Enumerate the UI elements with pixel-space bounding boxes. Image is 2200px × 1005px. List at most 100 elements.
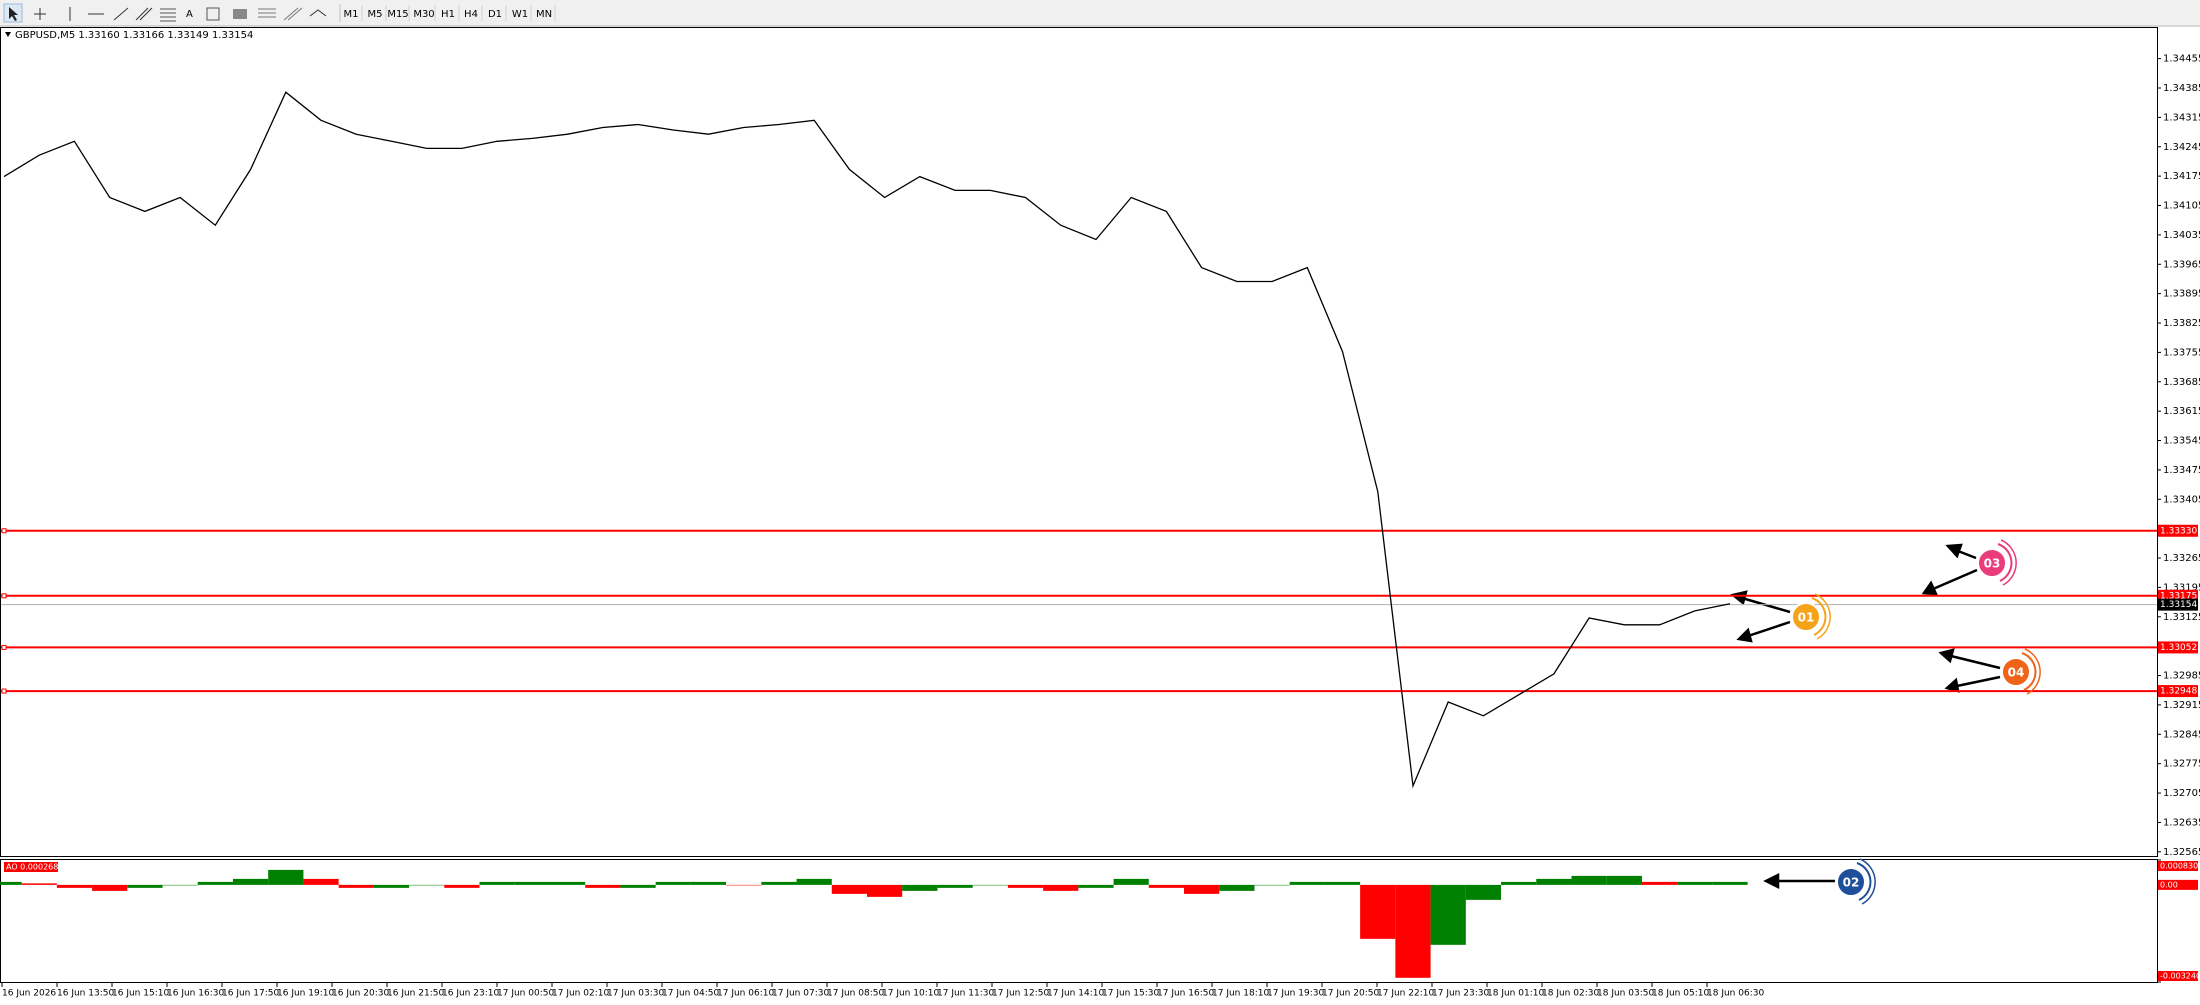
arrow-head: [1921, 580, 1939, 596]
crosshair-tool[interactable]: [34, 8, 46, 20]
text-tool[interactable]: A: [186, 9, 193, 20]
x-tick-label: 17 Jun 18:10: [1212, 989, 1269, 999]
timeframe-button[interactable]: M15: [387, 9, 408, 20]
ao-bar: [1465, 884, 1502, 900]
x-tick-label: 17 Jun 11:30: [937, 989, 994, 999]
ao-bar: [1360, 884, 1396, 939]
badge: [1791, 602, 1821, 632]
ao-bar: [373, 884, 410, 888]
pitchfork-tool[interactable]: [283, 7, 303, 21]
timeframe-button[interactable]: M1: [344, 9, 359, 20]
arrow-head: [1945, 543, 1963, 559]
channel-tool[interactable]: [135, 7, 153, 21]
arrow-head: [1938, 648, 1955, 664]
ao-bar: [197, 881, 233, 885]
badge-ring: [1811, 597, 1827, 636]
x-tick-label: 16 Jun 19:10: [277, 989, 334, 999]
x-tick-label: 17 Jun 00:50: [497, 989, 554, 999]
ao-bar: [726, 884, 762, 886]
symbol-info: GBPUSD,M5 1.33160 1.33166 1.33149 1.3315…: [15, 30, 253, 41]
x-tick-label: 17 Jun 12:50: [992, 989, 1049, 999]
badge-ring: [2021, 652, 2037, 691]
y-tick-label: 1.34105: [2163, 201, 2200, 212]
ao-bar: [268, 869, 304, 885]
y-tick-label: 0.00: [2160, 880, 2178, 889]
y-tick-label: 0.000830: [2160, 862, 2198, 871]
x-tick-label: 17 Jun 06:10: [717, 989, 774, 999]
badge-ring: [1997, 543, 2013, 582]
y-tick-label: 1.32915: [2163, 700, 2200, 711]
level-label: 1.33175: [2160, 591, 2197, 601]
timeframe-button[interactable]: W1: [512, 9, 528, 20]
badge-ring: [1859, 858, 1876, 905]
timeframe-button[interactable]: M30: [413, 9, 434, 20]
badge-label: 01: [1798, 611, 1815, 625]
ao-bar: [1043, 884, 1079, 891]
ao-bar: [1501, 881, 1537, 885]
indicator-label: AO 0.000268: [6, 863, 58, 872]
ao-bar: [92, 884, 128, 891]
timeframe-button[interactable]: D1: [488, 9, 502, 20]
bid-label: 1.33154: [2160, 600, 2197, 610]
ao-bar: [1148, 884, 1185, 888]
gann-tool[interactable]: [258, 8, 276, 18]
indicator-frame: [0, 859, 2158, 983]
x-tick-label: 18 Jun 02:30: [1542, 989, 1599, 999]
arrow-head: [1944, 677, 1960, 693]
y-tick-label: 1.33265: [2163, 553, 2200, 564]
ao-bar: [479, 881, 515, 885]
trendline-tool[interactable]: [113, 7, 129, 21]
x-tick-label: 17 Jun 16:50: [1157, 989, 1214, 999]
collapse-icon[interactable]: [5, 32, 11, 37]
y-tick-label: 1.33475: [2163, 465, 2200, 476]
chart-layer: M1 M5 M15 M30 H1 H4 D1 W1 MN 1.34455 1.34385 1.3431…: [0, 5, 2200, 999]
price-line: [3, 91, 1731, 789]
timeframe-button[interactable]: M5: [368, 9, 383, 20]
ao-bar: [972, 884, 1008, 886]
ao-bar: [937, 884, 973, 888]
y-tick-label: 1.33125: [2163, 612, 2200, 623]
timeframe-button[interactable]: H4: [464, 9, 478, 20]
x-tick-label: 16 Jun 15:10: [112, 989, 169, 999]
y-tick-label: 1.33685: [2163, 377, 2200, 388]
x-tick-label: 16 Jun 17:50: [222, 989, 279, 999]
x-tick-label: 16 Jun 23:10: [442, 989, 499, 999]
ao-bar: [1078, 884, 1114, 888]
timeframe-button[interactable]: MN: [536, 9, 552, 20]
main-chart-frame: [0, 27, 2158, 857]
rectangle-tool[interactable]: [233, 9, 247, 19]
x-tick-label: 17 Jun 02:10: [552, 989, 609, 999]
badge-ring: [1856, 862, 1872, 901]
fibo-tool[interactable]: [160, 8, 176, 22]
shapes-tool[interactable]: [309, 9, 327, 17]
y-tick-label: 1.33615: [2163, 406, 2200, 417]
ao-bar: [56, 884, 93, 888]
y-tick-label: 1.34315: [2163, 112, 2200, 123]
y-tick-label: 1.32845: [2163, 729, 2200, 740]
ao-bar: [232, 878, 269, 885]
ao-bar: [1606, 875, 1642, 885]
level-handle: [1, 688, 7, 694]
level-label-bg: [2158, 641, 2198, 654]
annotation-arrows: [1730, 543, 2001, 890]
ao-bar: [303, 878, 339, 885]
level-label: 1.33052: [2160, 643, 2197, 653]
arrow: [1747, 620, 1791, 638]
level-handle: [1, 528, 7, 534]
ao-bar: [1219, 884, 1255, 891]
x-tick-label: 16 Jun 2026: [2, 989, 56, 999]
arrow-head: [1763, 872, 1780, 890]
y-tick-label: 1.34245: [2163, 142, 2200, 153]
ao-bar: [444, 884, 480, 888]
y-tick-label-bg: [2158, 879, 2198, 890]
level-label: 1.32948: [2160, 687, 2197, 697]
x-tick-label: 17 Jun 19:30: [1267, 989, 1324, 999]
badge-label: 03: [1984, 557, 2001, 571]
label-tool[interactable]: [206, 7, 220, 21]
arrow: [1957, 549, 1977, 560]
ao-bar: [127, 884, 163, 888]
x-tick-label: 17 Jun 08:50: [827, 989, 884, 999]
badge-label: 02: [1843, 876, 1860, 890]
timeframe-button[interactable]: H1: [441, 9, 455, 20]
badge: [2001, 657, 2031, 687]
